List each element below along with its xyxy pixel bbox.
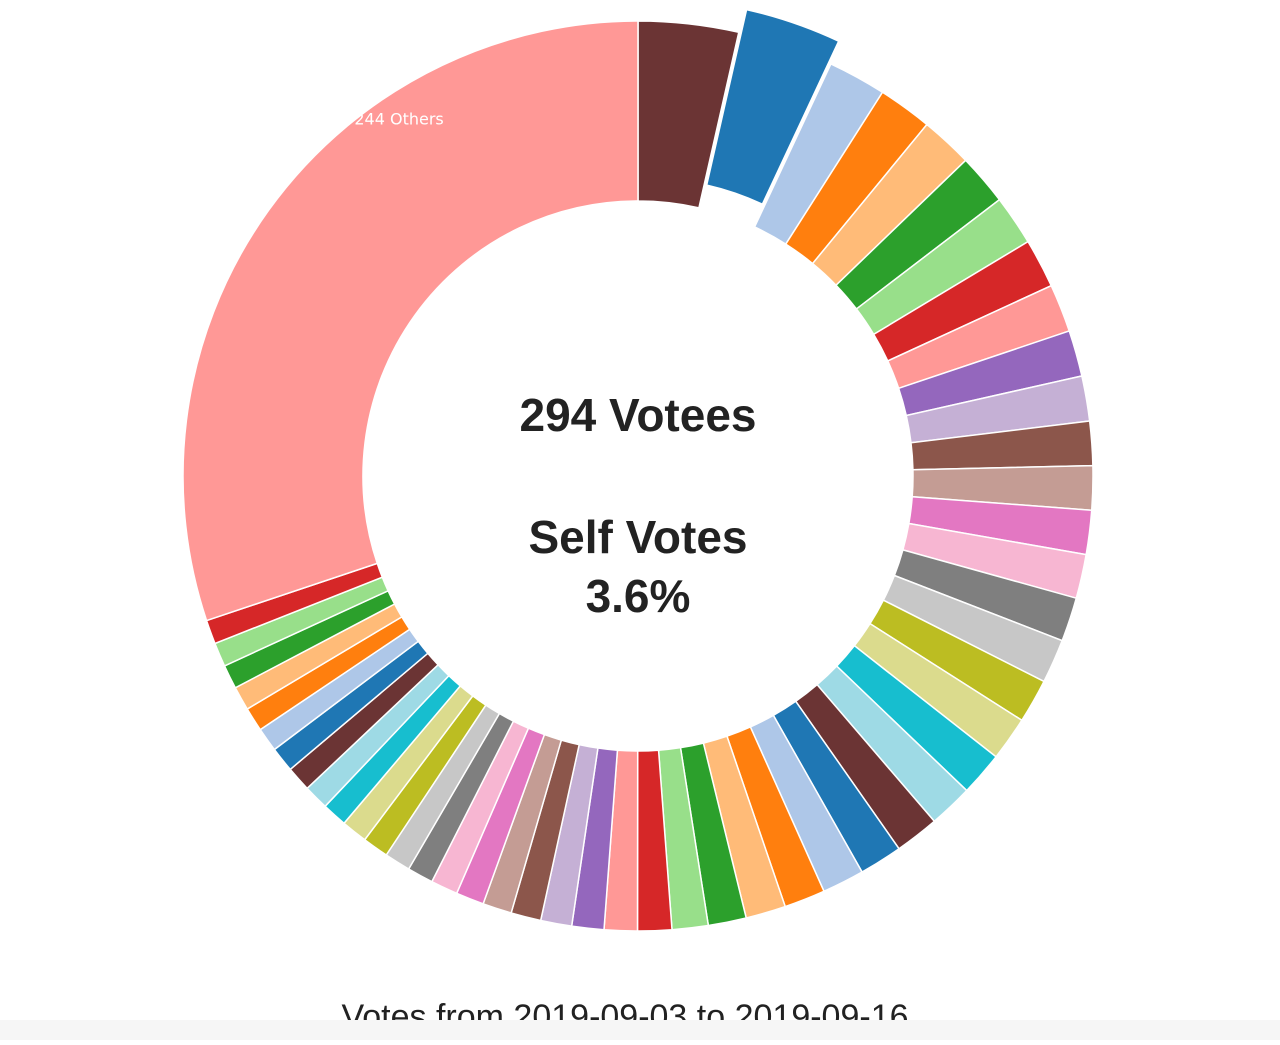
- slice-labels-group: 244 Others: [354, 110, 443, 129]
- center-self-votes-title: Self Votes: [529, 511, 748, 563]
- slice-others[interactable]: [182, 20, 639, 622]
- slice-1[interactable]: [637, 20, 740, 209]
- slices-group: [182, 8, 1094, 932]
- slice-others-label: 244 Others: [354, 110, 443, 129]
- center-votees-count: 294 Votees: [520, 389, 757, 441]
- slice-2[interactable]: [705, 8, 840, 206]
- center-self-votes-value: 3.6%: [586, 570, 691, 622]
- footer-strip: [0, 1020, 1280, 1040]
